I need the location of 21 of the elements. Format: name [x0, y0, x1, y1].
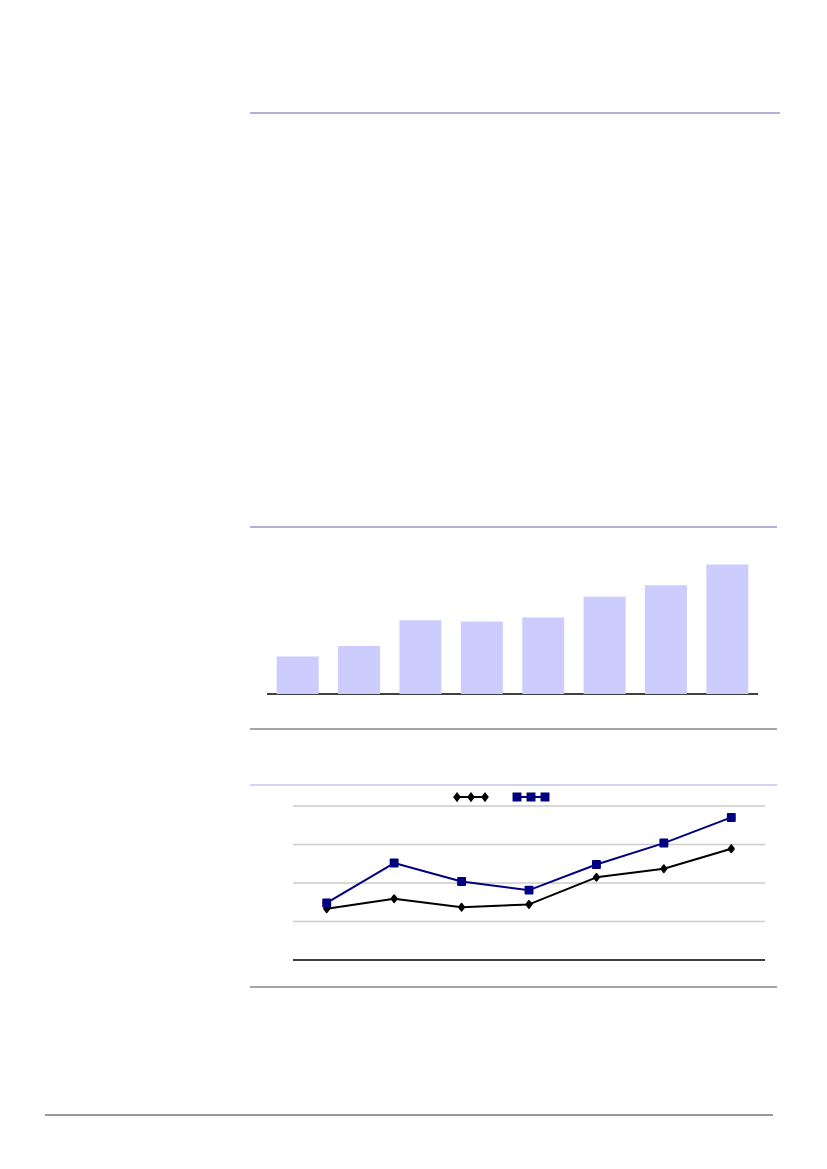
bar [644, 585, 687, 695]
point [659, 838, 669, 848]
bar [338, 646, 381, 695]
point [524, 885, 534, 895]
bar [460, 621, 503, 695]
point [457, 877, 467, 887]
point [389, 858, 399, 868]
bar [276, 656, 319, 695]
point [592, 872, 601, 882]
bar [583, 596, 626, 695]
point [660, 864, 668, 874]
point [591, 860, 601, 869]
bar [706, 564, 749, 695]
bar [522, 617, 565, 695]
point [457, 902, 466, 912]
point [727, 844, 735, 854]
point [322, 898, 332, 908]
point [726, 812, 736, 822]
point [525, 899, 533, 909]
bar [399, 620, 442, 695]
point [390, 894, 398, 904]
